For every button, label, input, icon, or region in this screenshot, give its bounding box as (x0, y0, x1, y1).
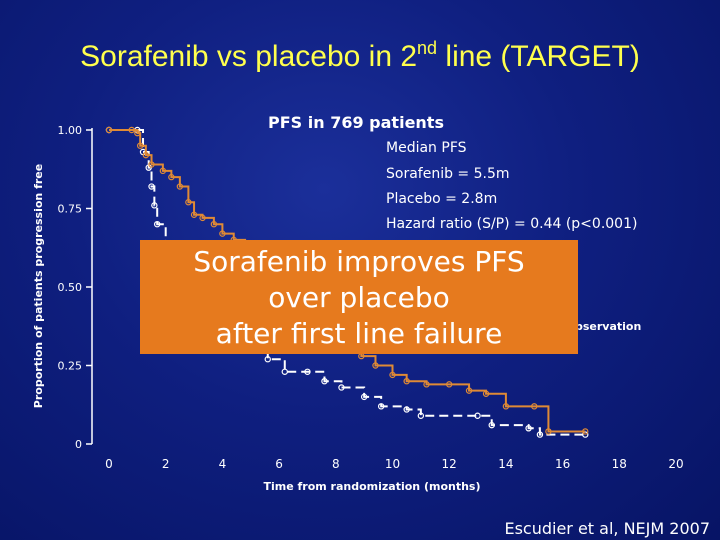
annotation-sorafenib-median: Sorafenib = 5.5m (386, 166, 510, 182)
chart-title: PFS in 769 patients (268, 113, 444, 132)
sorafenib-censor-mark (176, 183, 184, 190)
y-tick-label: 0.25 (58, 360, 83, 373)
title-end: line (TARGET) (437, 40, 640, 73)
citation: Escudier et al, NEJM 2007 (504, 519, 710, 538)
sorafenib-censor-mark (190, 211, 198, 218)
placebo-censor-mark (403, 406, 410, 413)
x-tick-label: 12 (442, 457, 457, 471)
placebo-censor-mark (360, 393, 368, 401)
title-main: Sorafenib vs placebo in 2 (80, 40, 418, 73)
sorafenib-censor-mark (482, 390, 490, 397)
x-tick-label: 8 (332, 457, 340, 471)
x-tick-label: 6 (275, 457, 283, 471)
sorafenib-censor-mark (105, 126, 113, 134)
sorafenib-censor-mark (219, 230, 226, 237)
x-tick-label: 16 (555, 457, 570, 471)
x-tick-label: 4 (219, 457, 227, 471)
placebo-censor-mark (536, 431, 544, 438)
annotation-median-label: Median PFS (386, 140, 467, 156)
sorafenib-censor-mark (403, 378, 410, 385)
y-tick-label: 1.00 (58, 124, 83, 137)
x-axis-label: Time from randomization (months) (263, 480, 480, 493)
y-tick-label: 0 (75, 438, 82, 451)
sorafenib-censor-mark (185, 199, 192, 206)
sorafenib-censor-mark (168, 173, 175, 181)
x-tick-label: 18 (612, 457, 627, 471)
sorafenib-censor-mark (148, 161, 155, 168)
sorafenib-censor-mark (502, 403, 510, 410)
sorafenib-censor-mark (159, 167, 167, 175)
placebo-censor-mark (525, 425, 532, 432)
placebo-censor-mark (151, 202, 158, 209)
placebo-censor-mark (264, 356, 271, 363)
placebo-censor-mark (338, 384, 345, 391)
placebo-censor-mark (148, 183, 155, 190)
sorafenib-censor-mark (210, 220, 218, 228)
y-tick-label: 0.50 (58, 281, 83, 294)
placebo-censor-mark (474, 412, 481, 419)
sorafenib-censor-mark (128, 126, 135, 134)
title-superscript: nd (417, 38, 438, 58)
annotation-placebo-median: Placebo = 2.8m (386, 191, 497, 207)
sorafenib-censor-mark (545, 428, 552, 435)
sorafenib-censor-mark (389, 371, 396, 379)
placebo-censor-mark (321, 378, 328, 385)
callout-line-1: Sorafenib improves PFS (193, 245, 525, 278)
y-tick-label: 0.75 (58, 203, 83, 216)
x-tick-label: 14 (498, 457, 513, 471)
conclusion-callout: Sorafenib improves PFS over placebo afte… (140, 240, 578, 354)
sorafenib-censor-mark (136, 142, 144, 149)
x-tick-label: 10 (385, 457, 400, 471)
placebo-censor-mark (304, 368, 311, 375)
sorafenib-censor-mark (531, 403, 538, 410)
annotation-observation: bservation (575, 320, 641, 333)
sorafenib-censor-mark (423, 381, 430, 388)
callout-line-3: after first line failure (215, 317, 503, 350)
x-tick-label: 20 (668, 457, 683, 471)
sorafenib-censor-mark (372, 362, 379, 369)
placebo-censor-mark (153, 220, 161, 228)
sorafenib-censor-mark (582, 428, 589, 435)
callout-line-2: over placebo (268, 281, 450, 314)
sorafenib-censor-mark (446, 381, 453, 388)
placebo-censor-mark (488, 421, 495, 429)
sorafenib-censor-mark (465, 387, 473, 394)
slide-title: Sorafenib vs placebo in 2nd line (TARGET… (0, 38, 720, 74)
x-tick-label: 2 (162, 457, 170, 471)
sorafenib-censor-mark (134, 129, 141, 137)
y-axis-label: Proportion of patients progression free (32, 164, 45, 408)
placebo-censor-mark (417, 412, 425, 419)
annotation-hazard-ratio: Hazard ratio (S/P) = 0.44 (p<0.001) (386, 216, 637, 232)
sorafenib-censor-mark (142, 151, 150, 159)
placebo-censor-mark (377, 403, 385, 410)
sorafenib-censor-mark (199, 214, 206, 222)
x-tick-label: 0 (105, 457, 113, 471)
placebo-censor-mark (281, 368, 288, 375)
